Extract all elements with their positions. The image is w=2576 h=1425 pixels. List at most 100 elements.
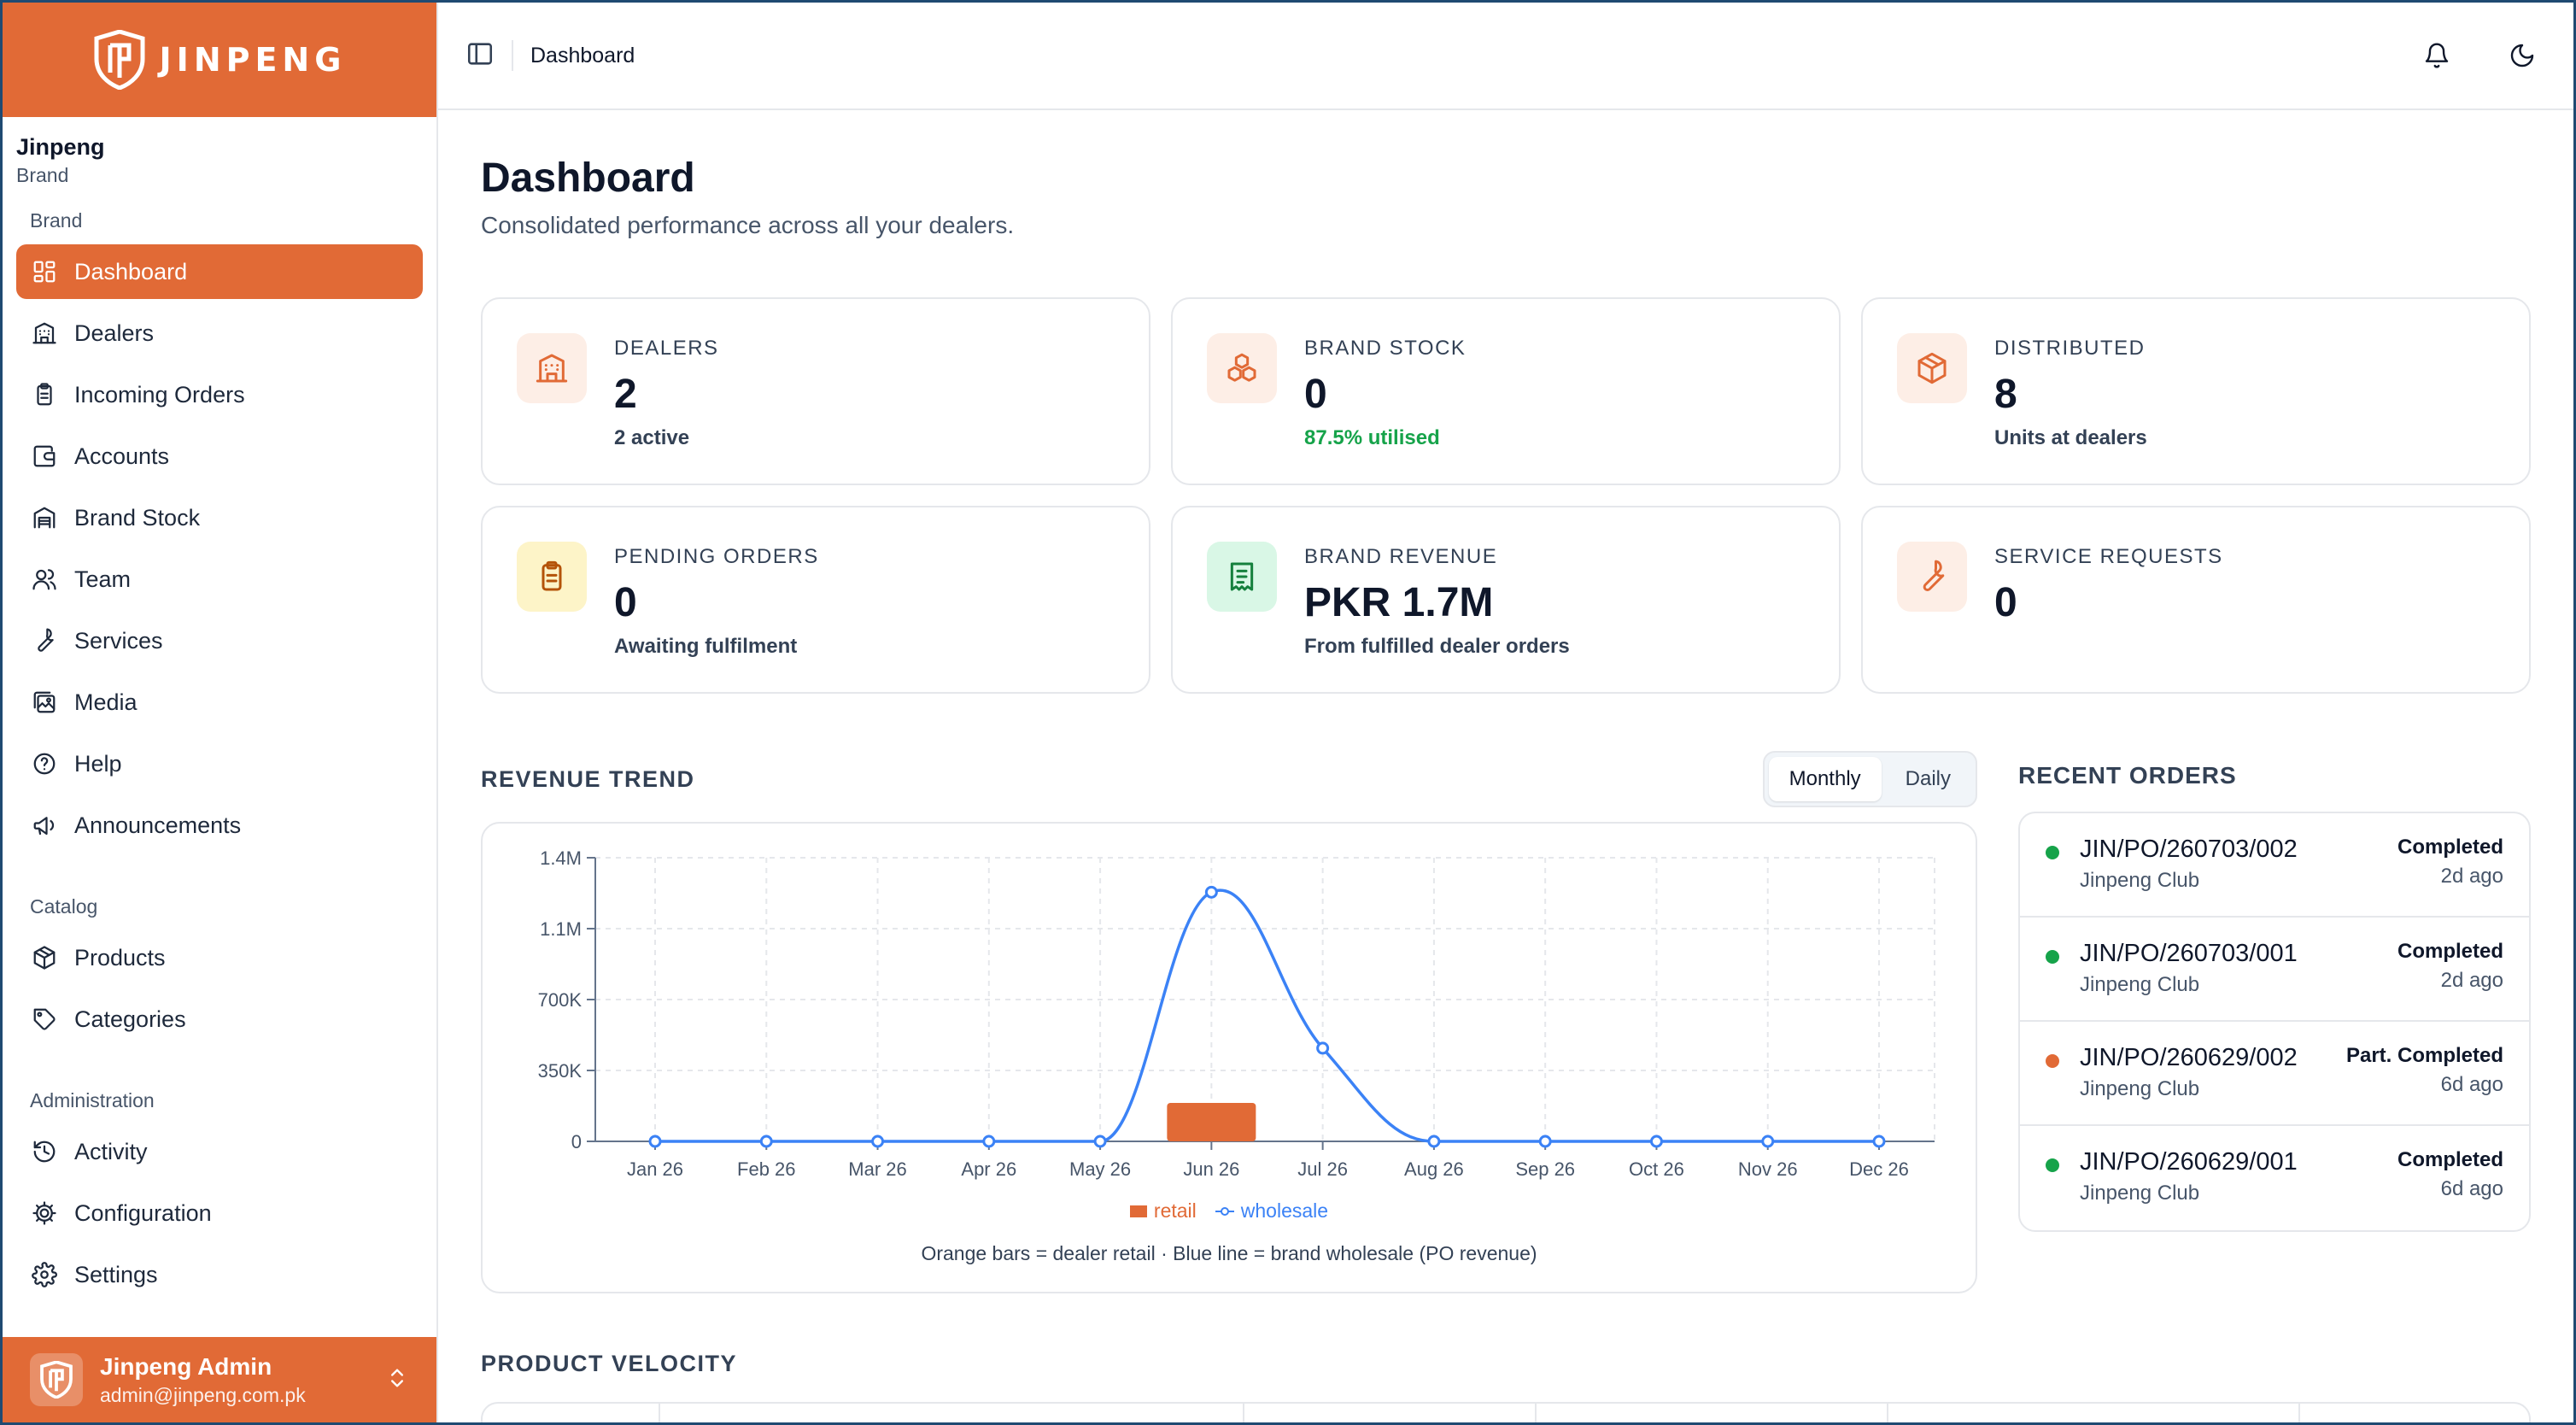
legend-retail[interactable]: retail [1129,1199,1197,1223]
sidebar-item-dashboard[interactable]: Dashboard [16,244,423,299]
revenue-chart: 0 350K 700K 1.1M 1.4M Jan 26 Feb 26 Mar 26 Apr 2… [481,822,1977,1293]
stat-card-distributed[interactable]: DISTRIBUTED 8 Units at dealers [1861,297,2531,485]
receipt-icon [1207,542,1277,612]
history-icon [32,1139,57,1164]
order-row[interactable]: JIN/PO/260629/002 Jinpeng Club Part. Compl… [2020,1022,2529,1126]
order-time: 2d ago [2440,865,2503,888]
order-row[interactable]: JIN/PO/260703/002 Jinpeng Club Completed 2d… [2020,813,2529,918]
moon-icon[interactable] [2498,32,2546,79]
sidebar-item-label: Help [74,750,122,777]
sidebar-item-brand-stock[interactable]: Brand Stock [16,490,423,545]
stat-label: PENDING ORDERS [614,545,819,568]
help-circle-icon [32,751,57,777]
sidebar-item-categories[interactable]: Categories [16,992,423,1047]
sidebar-item-products[interactable]: Products [16,930,423,985]
clipboard-icon [517,542,587,612]
revenue-chart-svg: 0 350K 700K 1.1M 1.4M Jan 26 Feb 26 Mar 26 Apr 2… [538,847,1935,1180]
users-icon [32,566,57,592]
period-toggle: Monthly Daily [1762,751,1977,807]
point-wholesale [1316,1041,1330,1055]
sidebar-item-label: Media [74,689,138,715]
stat-label: SERVICE REQUESTS [1994,545,2223,568]
stat-subtext: 87.5% utilised [1304,426,1440,449]
order-id: JIN/PO/260703/002 [2080,836,2298,863]
sidebar-item-dealers[interactable]: Dealers [16,306,423,361]
main-content: Dashboard Dashboard Consolidated perform… [438,3,2573,1422]
toggle-daily[interactable]: Daily [1905,767,1951,790]
chart-legend: retail wholesale [483,1199,1976,1223]
point-wholesale [1204,885,1218,899]
sidebar-item-label: Accounts [74,443,170,469]
order-row[interactable]: JIN/PO/260703/001 Jinpeng Club Completed 2d… [2020,918,2529,1022]
sidebar-item-label: Configuration [74,1199,212,1226]
point-wholesale [871,1135,885,1148]
stat-value: PKR 1.7M [1304,580,1494,625]
sidebar-item-label: Team [74,566,132,592]
brand-wordmark: JINPENG [159,41,347,79]
stat-card-dealers[interactable]: DEALERS 2 2 active [481,297,1150,485]
x-tick-label: Jul 26 [1297,1158,1348,1180]
nav-group-label: Brand [30,209,83,232]
sidebar-item-team[interactable]: Team [16,552,423,607]
sidebar-item-accounts[interactable]: Accounts [16,429,423,484]
sidebar-item-announcements[interactable]: Announcements [16,798,423,853]
y-tick-label: 1.4M [540,847,582,869]
order-id: JIN/PO/260703/001 [2080,940,2298,967]
stat-value: 0 [614,580,637,625]
order-status: Completed [2397,1148,2503,1171]
stat-subtext: 2 active [614,426,690,449]
x-tick-label: Aug 26 [1404,1158,1464,1180]
breadcrumb: Dashboard [530,43,635,67]
brand-header[interactable]: JINPENG [3,3,436,117]
revenue-trend-title: REVENUE TREND [481,765,695,792]
stat-card-pending-orders[interactable]: PENDING ORDERS 0 Awaiting fulfilment [481,506,1150,694]
order-id: JIN/PO/260629/001 [2080,1148,2298,1176]
sidebar-item-media[interactable]: Media [16,675,423,730]
page-title: Dashboard [481,155,695,201]
sidebar-item-settings[interactable]: Settings [16,1247,423,1302]
x-tick-label: Nov 26 [1738,1158,1798,1180]
point-wholesale [1649,1135,1663,1148]
bell-icon[interactable] [2413,32,2461,79]
status-dot [2046,1158,2059,1172]
x-tick-label: Sep 26 [1515,1158,1575,1180]
sidebar-item-incoming-orders[interactable]: Incoming Orders [16,367,423,422]
order-dealer: Jinpeng Club [2080,1077,2200,1100]
org-switcher[interactable]: Jinpeng Brand [3,117,436,187]
legend-wholesale[interactable]: wholesale [1215,1199,1328,1223]
point-wholesale [1761,1135,1775,1148]
revenue-trend-section: REVENUE TREND Monthly Daily 0 350K 700K 1.1… [481,751,1977,1293]
sidebar-nav: Brand Dashboard Dealers Incoming Orders Acco… [3,209,436,1302]
x-tick-label: Apr 26 [961,1158,1016,1180]
sidebar-item-help[interactable]: Help [16,736,423,791]
sidebar-item-configuration[interactable]: Configuration [16,1186,423,1240]
stat-card-brand-revenue[interactable]: BRAND REVENUE PKR 1.7M From fulfilled deal… [1171,506,1841,694]
sidebar-item-activity[interactable]: Activity [16,1124,423,1179]
point-wholesale [982,1135,996,1148]
point-wholesale [759,1135,773,1148]
package-icon [32,945,57,971]
stat-subtext: Units at dealers [1994,426,2147,449]
stat-card-brand-stock[interactable]: BRAND STOCK 0 87.5% utilised [1171,297,1841,485]
point-wholesale [1427,1135,1441,1148]
point-wholesale [1872,1135,1886,1148]
user-menu[interactable]: Jinpeng Admin admin@jinpeng.com.pk [3,1337,436,1422]
megaphone-icon [32,812,57,838]
product-velocity-table [481,1402,2531,1422]
warehouse-icon [32,505,57,531]
order-status: Completed [2397,836,2503,859]
sidebar-toggle-icon[interactable] [465,39,495,73]
sidebar-item-label: Brand Stock [74,504,201,531]
building-icon [517,333,587,403]
sidebar-item-services[interactable]: Services [16,613,423,668]
order-row[interactable]: JIN/PO/260629/001 Jinpeng Club Completed 6d… [2020,1126,2529,1230]
order-dealer: Jinpeng Club [2080,869,2200,892]
y-tick-label: 700K [538,989,583,1011]
status-dot [2046,950,2059,964]
chevrons-up-down-icon[interactable] [385,1366,409,1394]
stat-card-service-requests[interactable]: SERVICE REQUESTS 0 [1861,506,2531,694]
wrench-icon [32,628,57,654]
toggle-monthly[interactable]: Monthly [1768,757,1882,801]
stats-grid: DEALERS 2 2 active BRAND STOCK 0 87.5% utilis… [481,297,2531,694]
